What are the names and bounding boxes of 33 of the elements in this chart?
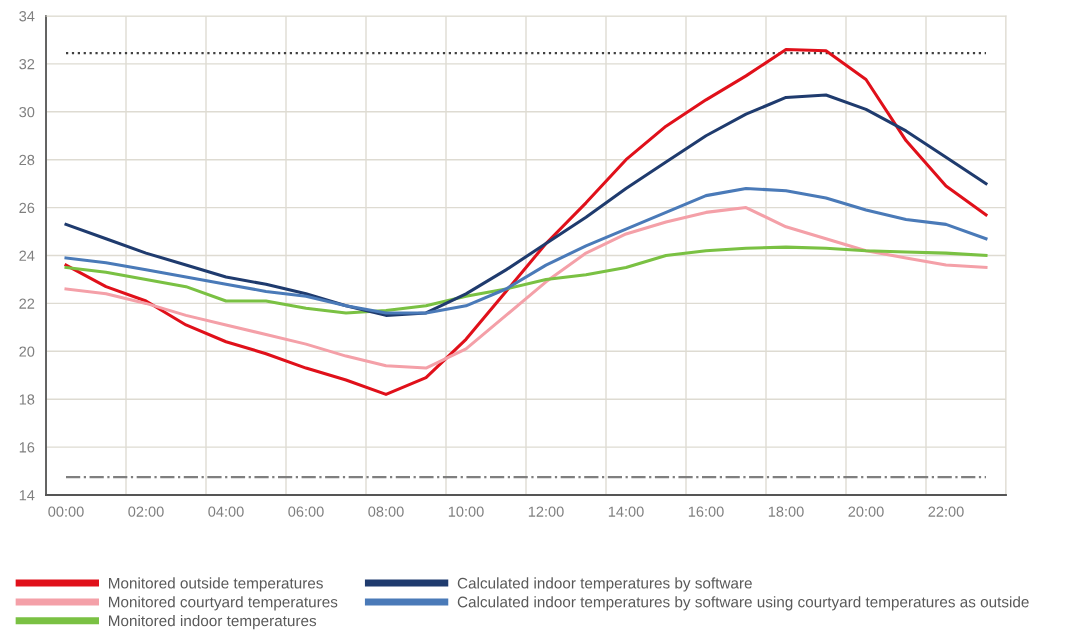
x-tick-label: 22:00 [928, 506, 964, 517]
line-series [64, 206, 988, 370]
legend-label: Monitored courtyard temperatures [109, 596, 338, 611]
legend-label: Monitored outside temperatures [109, 577, 323, 592]
line-series [64, 93, 988, 317]
line-series [64, 48, 988, 396]
x-tick-label: 14:00 [608, 506, 644, 517]
y-tick-label: 28 [19, 154, 35, 166]
legend-label: Monitored indoor temperatures [109, 615, 317, 630]
line-series [64, 245, 988, 315]
y-tick-label: 20 [19, 346, 35, 357]
x-tick-label: 16:00 [688, 506, 724, 517]
x-tick-label: 00:00 [48, 506, 84, 517]
legend-label: Calculated indoor temperatures by software [457, 577, 752, 592]
x-tick-label: 10:00 [448, 506, 484, 517]
y-tick-label: 16 [19, 442, 35, 453]
x-tick-label: 18:00 [768, 506, 804, 517]
y-tick-label: 30 [19, 106, 35, 118]
y-tick-label: 26 [19, 202, 35, 214]
x-tick-label: 02:00 [128, 506, 164, 517]
x-tick-label: 08:00 [368, 506, 404, 517]
y-tick-label: 34 [19, 11, 35, 22]
x-tick-label: 20:00 [848, 506, 884, 517]
y-tick-label: 24 [19, 250, 35, 261]
x-tick-label: 06:00 [288, 506, 324, 517]
y-tick-label: 18 [19, 394, 35, 405]
x-tick-label: 04:00 [208, 506, 244, 517]
y-tick-label: 14 [19, 490, 35, 501]
legend-label: Calculated indoor temperatures by software using courtyard temperatures as outside [457, 596, 1029, 611]
y-tick-label: 32 [19, 59, 35, 70]
y-tick-label: 22 [19, 298, 35, 309]
x-tick-label: 12:00 [528, 506, 564, 517]
line-series [64, 186, 988, 315]
